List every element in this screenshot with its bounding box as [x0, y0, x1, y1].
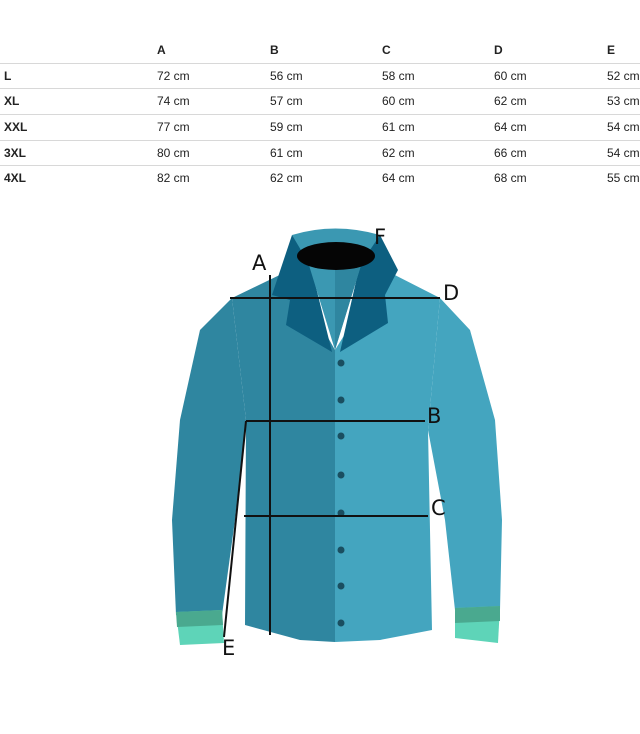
label-f: F — [374, 225, 386, 249]
measurement-cell: 61 cm — [270, 145, 303, 160]
line-e — [223, 420, 247, 638]
label-a: A — [252, 251, 267, 275]
size-label: 4XL — [4, 171, 27, 186]
measurement-cell: 62 cm — [382, 145, 415, 160]
measurement-cell: 61 cm — [382, 120, 415, 135]
header-c: C — [382, 43, 391, 57]
header-d: D — [494, 43, 503, 57]
measurement-cell: 54 cm — [607, 145, 640, 160]
label-b: B — [427, 404, 441, 428]
table-row: XXL 77 cm 59 cm 61 cm 64 cm 54 cm — [0, 115, 640, 141]
table-header-row: A B C D E — [0, 38, 640, 64]
measurement-lines — [223, 275, 440, 638]
shirt-illustration — [172, 228, 502, 645]
measurement-cell: 72 cm — [157, 68, 190, 83]
measurement-cell: 56 cm — [270, 68, 303, 83]
table-row: 3XL 80 cm 61 cm 62 cm 66 cm 54 cm — [0, 141, 640, 167]
measurement-cell: 80 cm — [157, 145, 190, 160]
measurement-cell: 66 cm — [494, 145, 527, 160]
table-row: 4XL 82 cm 62 cm 64 cm 68 cm 55 cm — [0, 166, 640, 191]
measurement-cell: 52 cm — [607, 68, 640, 83]
measurement-cell: 68 cm — [494, 171, 527, 186]
size-label: 3XL — [4, 145, 27, 160]
label-d: D — [443, 281, 459, 305]
measurement-cell: 64 cm — [494, 120, 527, 135]
measurement-cell: 54 cm — [607, 120, 640, 135]
measurement-cell: 82 cm — [157, 171, 190, 186]
buttons — [337, 359, 345, 627]
measurement-cell: 58 cm — [382, 68, 415, 83]
size-label: XL — [4, 94, 20, 109]
measurement-cell: 64 cm — [382, 171, 415, 186]
label-e: E — [222, 636, 235, 660]
measurement-cell: 59 cm — [270, 120, 303, 135]
neck-opening — [297, 242, 375, 270]
header-a: A — [157, 43, 166, 57]
label-c: C — [431, 496, 446, 520]
size-table: A B C D E L 72 cm 56 cm 58 cm 60 cm 52 cm XL 74… — [0, 38, 640, 191]
header-e: E — [607, 43, 616, 57]
table-row: L 72 cm 56 cm 58 cm 60 cm 52 cm — [0, 64, 640, 90]
header-b: B — [270, 43, 279, 57]
size-label: XXL — [4, 120, 28, 135]
measurement-cell: 77 cm — [157, 120, 190, 135]
measurement-cell: 55 cm — [607, 171, 640, 186]
measurement-cell: 60 cm — [382, 94, 415, 109]
measurement-cell: 74 cm — [157, 94, 190, 109]
size-label: L — [4, 68, 12, 83]
measurement-cell: 53 cm — [607, 94, 640, 109]
table-row: XL 74 cm 57 cm 60 cm 62 cm 53 cm — [0, 89, 640, 116]
measurement-cell: 62 cm — [270, 171, 303, 186]
measurement-cell: 60 cm — [494, 68, 527, 83]
measurement-cell: 62 cm — [494, 94, 527, 109]
measurement-cell: 57 cm — [270, 94, 303, 109]
